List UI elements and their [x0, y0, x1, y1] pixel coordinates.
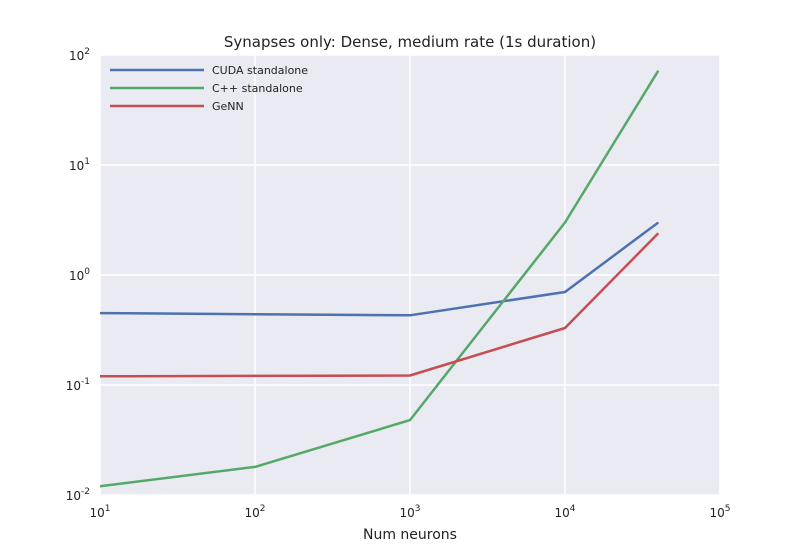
x-tick-label: 101: [89, 504, 110, 520]
gridlines: [99, 54, 721, 496]
x-tick-label: 105: [709, 504, 730, 520]
x-axis-label: Num neurons: [363, 527, 457, 543]
y-tick-label: 10-2: [66, 487, 90, 503]
y-tick-label: 101: [69, 157, 90, 173]
legend-label: C++ standalone: [212, 82, 303, 95]
y-tick-label: 100: [69, 267, 90, 283]
legend-label: CUDA standalone: [212, 64, 308, 77]
series-line: [99, 221, 660, 317]
y-tick-label: 10-1: [66, 377, 90, 393]
x-tick-label: 103: [399, 504, 420, 520]
series-line: [99, 70, 660, 488]
x-tick-label: 104: [554, 504, 575, 520]
legend-label: GeNN: [212, 100, 244, 113]
chart-title: Synapses only: Dense, medium rate (1s du…: [224, 33, 596, 51]
y-tick-label: 102: [69, 47, 90, 63]
legend: CUDA standalone C++ standalone GeNN: [110, 64, 308, 113]
x-tick-label: 102: [244, 504, 265, 520]
series-line: [99, 232, 660, 378]
